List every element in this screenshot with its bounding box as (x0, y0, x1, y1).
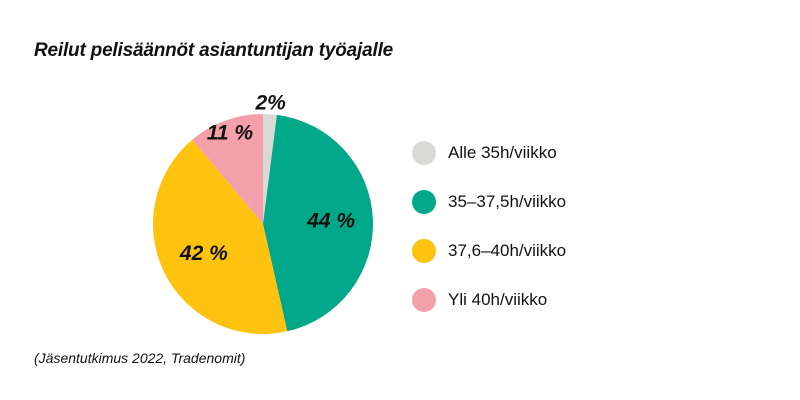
legend-swatch (412, 140, 436, 165)
legend-item: 35–37,5h/viikko (412, 177, 566, 226)
slice-value-label: 11 % (207, 122, 254, 145)
pie-slice (152, 139, 288, 334)
legend-swatch (412, 189, 436, 214)
pie-slice (263, 114, 277, 224)
pie-slice (263, 114, 373, 332)
legend-swatch (412, 238, 436, 263)
slice-value-label: 44 % (306, 209, 355, 232)
legend-label: Yli 40h/viikko (448, 289, 548, 309)
legend-label: 37,6–40h/viikko (448, 240, 567, 260)
legend-label: 35–37,5h/viikko (448, 191, 567, 211)
chart-source: (Jäsentutkimus 2022, Tradenomit) (34, 350, 246, 366)
slice-value-label: 2% (254, 92, 286, 115)
slice-value-label: 42 % (179, 242, 228, 265)
legend-item: Alle 35h/viikko (412, 128, 566, 177)
chart-title: Reilut pelisäännöt asiantuntijan työajal… (34, 40, 394, 61)
legend: Alle 35h/viikko 35–37,5h/viikko 37,6–40h… (412, 128, 566, 324)
legend-item: Yli 40h/viikko (412, 275, 566, 324)
legend-item: 37,6–40h/viikko (412, 226, 566, 275)
pie-slice (192, 114, 263, 224)
legend-swatch (412, 287, 436, 312)
legend-label: Alle 35h/viikko (448, 142, 557, 162)
